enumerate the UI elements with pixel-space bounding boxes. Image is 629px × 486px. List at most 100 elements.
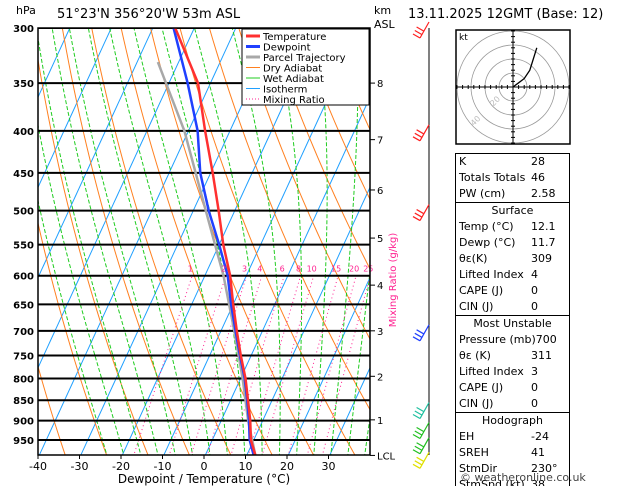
index-row: Dewp (°C) 11.7 — [456, 235, 569, 251]
index-label: Pressure (mb) — [459, 333, 536, 346]
index-row: EH -24 — [456, 429, 569, 445]
wet-adiabat — [313, 28, 328, 455]
wet-adiabat — [68, 28, 176, 455]
temp-tick-label: -30 — [71, 460, 89, 473]
index-row: Totals Totals 46 — [456, 170, 569, 186]
wet-adiabat — [231, 28, 281, 455]
mixing-ratio-label: 20 — [349, 265, 359, 274]
pressure-tick-label: 700 — [13, 327, 34, 338]
pressure-tick-label: 800 — [13, 375, 34, 386]
wind-barb — [412, 402, 430, 420]
index-value: 12.1 — [531, 220, 556, 233]
legend-item: Wet Adiabat — [263, 74, 324, 85]
pressure-tick-label: 650 — [13, 300, 34, 311]
pressure-tick-label: 850 — [13, 396, 34, 407]
km-tick-label: 4 — [377, 281, 383, 292]
mixing-ratio-label: 2 — [221, 265, 226, 274]
credit: © weatheronline.co.uk — [460, 471, 586, 484]
index-label: CAPE (J) — [459, 381, 504, 394]
dry-adiabat — [38, 56, 149, 455]
pressure-tick-label: 600 — [13, 272, 34, 283]
index-row: StmSpd (kt) 38 — [456, 477, 569, 486]
mixing-ratio-label: 8 — [296, 265, 301, 274]
index-label: Totals Totals — [459, 171, 526, 184]
pressure-tick-label: 550 — [13, 241, 34, 252]
mixing-ratio-label: 25 — [363, 265, 373, 274]
wind-barb — [412, 422, 430, 440]
legend-item: Temperature — [262, 32, 326, 43]
asl-axis-title: ASL — [374, 18, 395, 31]
temp-tick-label: -10 — [154, 460, 172, 473]
x-axis-label: Dewpoint / Temperature (°C) — [118, 472, 290, 486]
legend-item: Isotherm — [263, 85, 307, 96]
index-row: Temp (°C) 12.1 — [456, 219, 569, 235]
isotherm — [38, 28, 237, 455]
index-value: 3 — [531, 365, 538, 378]
index-value: 2.58 — [531, 187, 556, 200]
legend-item: Dry Adiabat — [263, 64, 322, 75]
index-label: Dewp (°C) — [459, 236, 516, 249]
pressure-tick-label: 500 — [13, 207, 34, 218]
mixing-ratio-label: 1 — [188, 265, 193, 274]
km-tick-label: 2 — [377, 372, 383, 383]
pressure-tick-label: 400 — [13, 127, 34, 138]
wind-barb — [412, 21, 430, 39]
index-label: θε(K) — [459, 252, 488, 265]
wet-adiabat — [109, 28, 211, 455]
dry-adiabat — [61, 28, 190, 455]
dry-adiabat — [585, 16, 629, 476]
wet-adiabat — [133, 28, 228, 455]
hodograph-unit: kt — [459, 33, 468, 43]
wet-adiabat — [273, 28, 303, 455]
pressure-tick-label: 350 — [13, 79, 34, 90]
isotherm — [204, 95, 370, 455]
index-row: SREH 41 — [456, 445, 569, 461]
temp-tick-label: -40 — [29, 460, 47, 473]
index-label: Lifted Index — [459, 268, 524, 281]
indices-general: K 28 Totals Totals 46 PW (cm) 2.58 — [456, 154, 569, 202]
isotherm — [163, 28, 361, 455]
index-label: CIN (J) — [459, 300, 494, 313]
index-value: 11.7 — [531, 236, 556, 249]
km-tick-label: 1 — [377, 416, 383, 427]
temp-tick-label: 20 — [280, 460, 294, 473]
index-row: CAPE (J) 0 — [456, 283, 569, 299]
mixing-ratio-line — [168, 275, 227, 455]
mixing-ratio-line — [287, 275, 339, 455]
index-value: 700 — [535, 333, 557, 346]
indices-hodograph: Hodograph EH -24 SREH 41 StmDir 230° StmSpd (kt… — [456, 412, 569, 486]
index-row: PW (cm) 2.58 — [456, 186, 569, 202]
dry-adiabat — [238, 28, 370, 341]
section-title: Most Unstable — [473, 317, 552, 330]
km-tick-label: 7 — [377, 136, 383, 147]
dry-adiabat — [38, 364, 66, 455]
index-label: StmDir — [459, 462, 498, 475]
dry-adiabat — [91, 28, 232, 455]
isotherm — [80, 28, 278, 455]
dry-adiabat — [208, 28, 370, 411]
km-axis-title: km — [374, 4, 392, 17]
legend-item: Dewpoint — [263, 43, 311, 54]
hodograph-trace — [512, 47, 538, 88]
index-value: 230° — [531, 462, 558, 475]
mixing-ratio-label: 3 — [242, 265, 247, 274]
mixing-ratio-label: 4 — [257, 265, 262, 274]
mixing-ratio-label: 6 — [280, 265, 285, 274]
km-tick-label: 6 — [377, 186, 383, 197]
isotherm — [38, 28, 195, 369]
section-title: Surface — [491, 204, 534, 217]
datetime-title: 13.11.2025 12GMT (Base: 12) — [408, 7, 604, 22]
mixing-ratio-line — [230, 275, 285, 455]
km-tick-label: 8 — [377, 79, 383, 90]
index-label: CAPE (J) — [459, 284, 504, 297]
indices-surface: Surface Temp (°C) 12.1 Dewp (°C) 11.7 θε(K) 30… — [456, 202, 569, 315]
index-value: 46 — [531, 171, 545, 184]
wet-adiabat — [51, 28, 159, 455]
wind-barb — [412, 124, 430, 142]
mixing-ratio-label: 10 — [307, 265, 317, 274]
index-row: CIN (J) 0 — [456, 396, 569, 412]
wet-adiabat — [87, 28, 194, 455]
